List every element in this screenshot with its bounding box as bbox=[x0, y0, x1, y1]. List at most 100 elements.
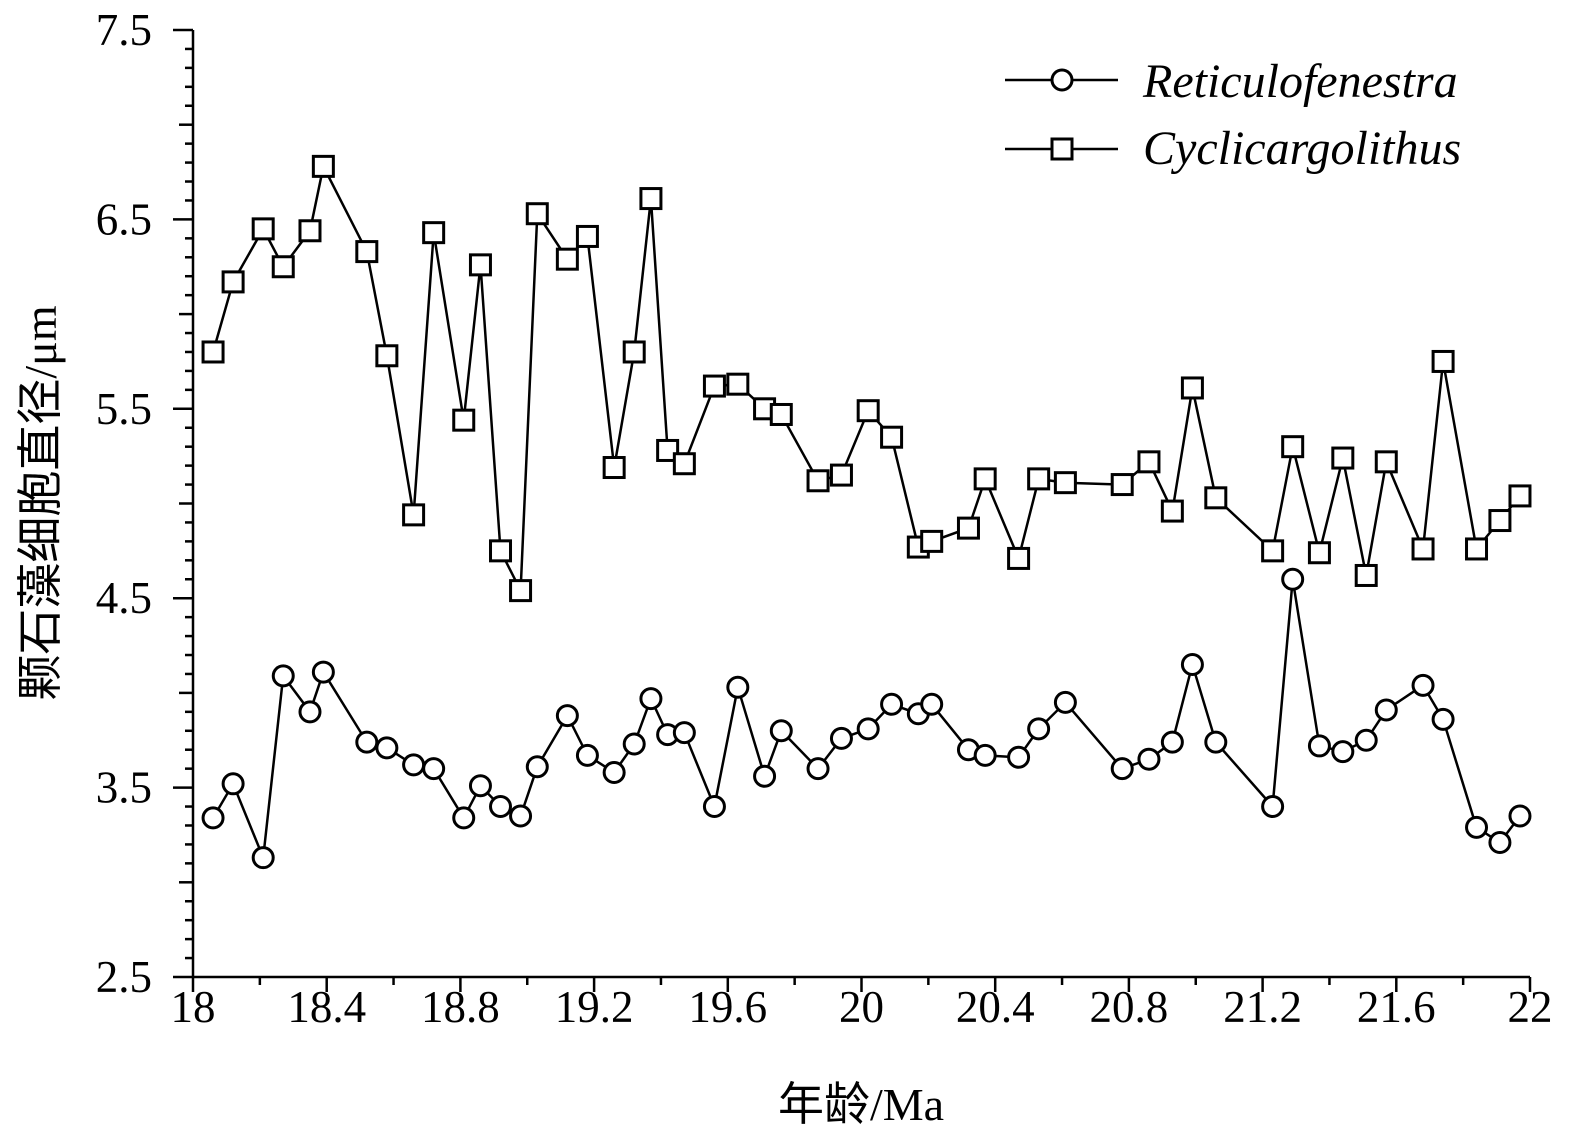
data-point-reticulofenestra bbox=[509, 804, 533, 828]
data-point-reticulofenestra bbox=[1488, 831, 1512, 855]
data-point-cyclicargolithus bbox=[221, 270, 245, 294]
x-tick-label: 21.6 bbox=[1357, 982, 1436, 1032]
data-point-cyclicargolithus bbox=[973, 467, 997, 491]
data-point-reticulofenestra bbox=[726, 675, 750, 699]
x-tick-label: 21.2 bbox=[1223, 982, 1302, 1032]
y-ticks: 2.5 3.5 4.5 5.5 6.5 7.5 bbox=[96, 5, 193, 1002]
data-point-cyclicargolithus bbox=[1354, 563, 1378, 587]
data-point-reticulofenestra bbox=[856, 717, 880, 741]
legend-label-cyclicargolithus: Cyclicargolithus bbox=[1143, 122, 1461, 175]
data-point-reticulofenestra bbox=[1007, 745, 1031, 769]
data-point-cyclicargolithus bbox=[1307, 541, 1331, 565]
data-point-cyclicargolithus bbox=[375, 344, 399, 368]
data-point-reticulofenestra bbox=[1431, 707, 1455, 731]
data-point-cyclicargolithus bbox=[1137, 450, 1161, 474]
y-tick-label: 6.5 bbox=[96, 194, 152, 244]
data-point-reticulofenestra bbox=[1180, 652, 1204, 676]
data-point-cyclicargolithus bbox=[1204, 486, 1228, 510]
data-point-cyclicargolithus bbox=[702, 374, 726, 398]
data-point-cyclicargolithus bbox=[829, 463, 853, 487]
data-point-reticulofenestra bbox=[639, 687, 663, 711]
data-point-reticulofenestra bbox=[298, 700, 322, 724]
x-tick-label: 20.4 bbox=[956, 982, 1035, 1032]
data-point-reticulofenestra bbox=[1331, 740, 1355, 764]
legend-item-reticulofenestra: Reticulofenestra bbox=[1005, 55, 1458, 108]
data-point-cyclicargolithus bbox=[1261, 539, 1285, 563]
data-point-cyclicargolithus bbox=[769, 402, 793, 426]
data-point-reticulofenestra bbox=[489, 795, 513, 819]
data-point-reticulofenestra bbox=[201, 806, 225, 830]
x-tick-label: 18.4 bbox=[287, 982, 366, 1032]
x-tick-label: 20.8 bbox=[1090, 982, 1169, 1032]
data-point-cyclicargolithus bbox=[201, 340, 225, 364]
y-tick-label: 5.5 bbox=[96, 384, 152, 434]
data-point-reticulofenestra bbox=[1027, 717, 1051, 741]
data-point-reticulofenestra bbox=[1374, 698, 1398, 722]
data-point-reticulofenestra bbox=[1110, 757, 1134, 781]
data-point-cyclicargolithus bbox=[1331, 446, 1355, 470]
x-tick-label: 22 bbox=[1508, 982, 1553, 1032]
data-point-cyclicargolithus bbox=[452, 408, 476, 432]
data-point-cyclicargolithus bbox=[311, 154, 335, 178]
legend-item-cyclicargolithus: Cyclicargolithus bbox=[1005, 122, 1461, 175]
data-point-cyclicargolithus bbox=[251, 217, 275, 241]
data-point-reticulofenestra bbox=[1354, 728, 1378, 752]
series-line-cyclicargolithus bbox=[211, 162, 1521, 596]
data-point-cyclicargolithus bbox=[575, 224, 599, 248]
x-axis-title: 年龄/Ma bbox=[778, 1079, 944, 1130]
data-point-reticulofenestra bbox=[251, 846, 275, 870]
data-point-reticulofenestra bbox=[1307, 734, 1331, 758]
data-point-cyclicargolithus bbox=[1053, 471, 1077, 495]
data-point-reticulofenestra bbox=[221, 772, 245, 796]
data-point-cyclicargolithus bbox=[639, 187, 663, 211]
legend-circle-marker-icon bbox=[1050, 68, 1074, 92]
data-point-cyclicargolithus bbox=[672, 452, 696, 476]
data-point-cyclicargolithus bbox=[1110, 473, 1134, 497]
data-point-cyclicargolithus bbox=[422, 221, 446, 245]
y-tick-label: 4.5 bbox=[96, 573, 152, 623]
data-point-cyclicargolithus bbox=[1431, 349, 1455, 373]
series-cyclicargolithus bbox=[201, 154, 1532, 603]
data-point-reticulofenestra bbox=[1508, 804, 1532, 828]
data-point-cyclicargolithus bbox=[856, 399, 880, 423]
x-ticks: 18 18.4 18.8 19.2 19.6 20 20.4 20.8 21.2 21.6 22 bbox=[171, 977, 1553, 1032]
data-point-reticulofenestra bbox=[375, 736, 399, 760]
data-point-cyclicargolithus bbox=[1374, 450, 1398, 474]
data-point-cyclicargolithus bbox=[806, 469, 830, 493]
data-point-cyclicargolithus bbox=[1160, 499, 1184, 523]
data-point-reticulofenestra bbox=[1465, 815, 1489, 839]
data-point-reticulofenestra bbox=[468, 774, 492, 798]
y-tick-label: 7.5 bbox=[96, 5, 152, 55]
data-point-reticulofenestra bbox=[1053, 690, 1077, 714]
data-point-reticulofenestra bbox=[672, 721, 696, 745]
data-point-cyclicargolithus bbox=[1007, 546, 1031, 570]
data-point-reticulofenestra bbox=[622, 732, 646, 756]
data-point-reticulofenestra bbox=[1261, 795, 1285, 819]
data-point-cyclicargolithus bbox=[1465, 537, 1489, 561]
data-point-cyclicargolithus bbox=[1180, 376, 1204, 400]
data-point-reticulofenestra bbox=[1411, 673, 1435, 697]
data-point-cyclicargolithus bbox=[355, 240, 379, 264]
data-point-cyclicargolithus bbox=[489, 539, 513, 563]
data-point-cyclicargolithus bbox=[1281, 435, 1305, 459]
data-point-reticulofenestra bbox=[555, 704, 579, 728]
series-reticulofenestra bbox=[201, 567, 1532, 870]
x-tick-label: 19.2 bbox=[555, 982, 634, 1032]
data-point-reticulofenestra bbox=[575, 743, 599, 767]
data-point-reticulofenestra bbox=[525, 755, 549, 779]
y-tick-label: 3.5 bbox=[96, 763, 152, 813]
data-point-cyclicargolithus bbox=[1508, 484, 1532, 508]
data-point-cyclicargolithus bbox=[1488, 509, 1512, 533]
data-point-reticulofenestra bbox=[806, 757, 830, 781]
data-point-reticulofenestra bbox=[452, 806, 476, 830]
data-point-reticulofenestra bbox=[602, 760, 626, 784]
data-point-cyclicargolithus bbox=[656, 438, 680, 462]
axes: 18 18.4 18.8 19.2 19.6 20 20.4 20.8 21.2 21.6 22 2… bbox=[96, 5, 1553, 1032]
legend-label-reticulofenestra: Reticulofenestra bbox=[1142, 55, 1458, 108]
data-point-cyclicargolithus bbox=[880, 425, 904, 449]
data-point-cyclicargolithus bbox=[468, 253, 492, 277]
data-point-reticulofenestra bbox=[311, 660, 335, 684]
data-point-cyclicargolithus bbox=[509, 579, 533, 603]
data-point-cyclicargolithus bbox=[920, 529, 944, 553]
